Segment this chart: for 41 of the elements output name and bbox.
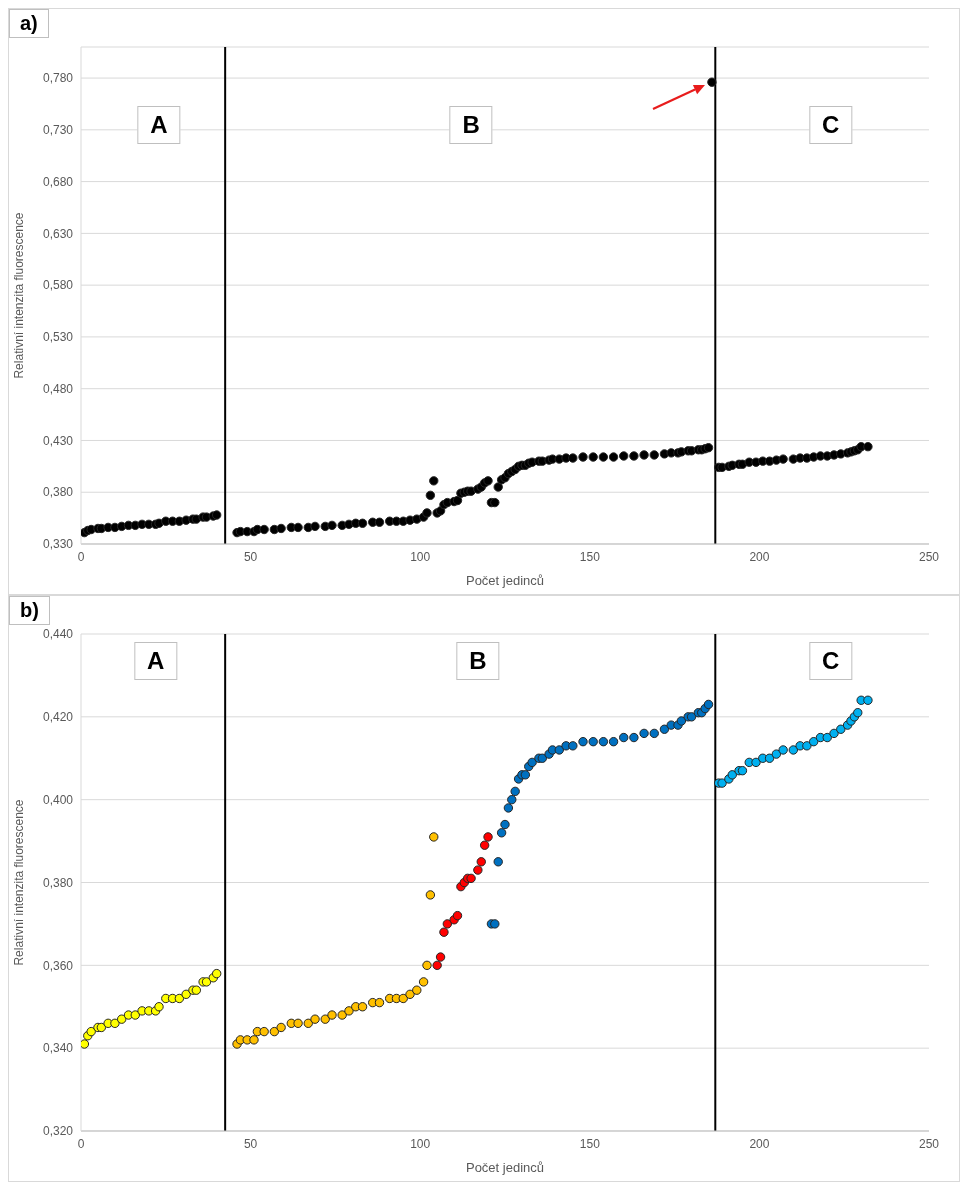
x-tick-label: 50 [243,1136,258,1151]
y-tick-label: 0,580 [42,278,74,293]
y-tick-label: 0,730 [42,123,74,138]
x-tick-label: 50 [243,549,258,564]
annotation: A [137,105,181,144]
y-axis-title: Relativní intenzita fluorescence [12,212,27,379]
x-axis-title: Počet jedinců [465,1160,545,1175]
annotation: B [449,105,493,144]
annotation: C [808,105,853,144]
y-tick-label: 0,380 [42,485,74,500]
y-tick-label: 0,530 [42,330,74,345]
x-tick-label: 100 [410,549,431,564]
x-tick-label: 200 [749,549,770,564]
annotation: B [456,641,500,680]
chart-title: b) [9,596,50,625]
y-tick-label: 0,320 [42,1124,74,1139]
y-tick-label: 0,420 [42,710,74,725]
y-tick-label: 0,430 [42,433,74,448]
x-tick-label: 250 [918,549,940,564]
y-tick-label: 0,630 [42,226,74,241]
x-tick-label: 150 [579,549,601,564]
y-tick-label: 0,400 [42,792,74,807]
y-tick-label: 0,380 [42,875,74,890]
x-tick-label: 0 [77,549,85,564]
y-tick-label: 0,680 [42,174,74,189]
y-tick-label: 0,340 [42,1041,74,1056]
y-tick-label: 0,480 [42,381,74,396]
annotation: A [133,641,178,680]
x-axis-title: Počet jedinců [465,573,545,588]
x-tick-label: 100 [410,1136,431,1151]
chart-title: a) [9,9,49,38]
y-tick-label: 0,780 [42,71,74,86]
y-tick-label: 0,360 [42,958,74,973]
x-tick-label: 150 [579,1136,601,1151]
x-tick-label: 200 [749,1136,770,1151]
x-tick-label: 0 [77,1136,85,1151]
y-tick-label: 0,330 [42,537,74,552]
y-axis-title: Relativní intenzita fluorescence [12,799,27,966]
x-tick-label: 250 [918,1136,940,1151]
annotation: C [808,641,853,680]
y-tick-label: 0,440 [42,627,74,642]
